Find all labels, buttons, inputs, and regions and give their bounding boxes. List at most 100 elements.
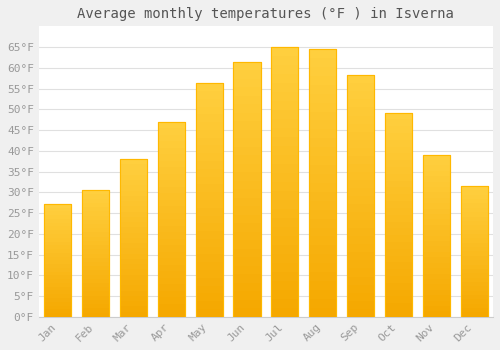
Bar	[120, 275, 147, 280]
Bar	[120, 206, 147, 212]
Bar	[309, 49, 336, 317]
Bar	[44, 298, 72, 302]
Bar	[347, 268, 374, 276]
Bar	[385, 235, 412, 242]
Bar	[158, 148, 185, 154]
Bar	[158, 258, 185, 265]
Bar	[234, 164, 260, 172]
Bar	[422, 252, 450, 257]
Bar	[120, 159, 147, 164]
Bar	[82, 283, 109, 287]
Bar	[460, 299, 488, 304]
Bar	[196, 239, 223, 247]
Bar	[120, 164, 147, 170]
Bar	[460, 186, 488, 317]
Bar	[385, 113, 412, 317]
Bar	[271, 119, 298, 128]
Bar	[44, 230, 72, 234]
Bar	[234, 283, 260, 291]
Bar	[385, 133, 412, 140]
Bar	[422, 214, 450, 219]
Bar	[385, 228, 412, 235]
Bar	[460, 199, 488, 203]
Bar	[347, 309, 374, 317]
Bar	[309, 85, 336, 94]
Bar	[347, 83, 374, 91]
Bar	[271, 299, 298, 308]
Bar	[422, 301, 450, 306]
Bar	[44, 204, 72, 317]
Bar	[120, 243, 147, 248]
Bar	[347, 75, 374, 83]
Bar	[460, 186, 488, 190]
Bar	[158, 297, 185, 304]
Bar	[158, 245, 185, 252]
Bar	[196, 247, 223, 254]
Bar	[309, 138, 336, 147]
Bar	[44, 241, 72, 245]
Bar	[196, 177, 223, 184]
Bar	[309, 103, 336, 112]
Bar	[44, 306, 72, 309]
Bar	[120, 228, 147, 233]
Bar	[347, 301, 374, 309]
Bar	[385, 262, 412, 269]
Bar	[44, 257, 72, 260]
Bar	[309, 165, 336, 174]
Bar	[196, 278, 223, 286]
Bar	[44, 204, 72, 208]
Bar	[347, 260, 374, 268]
Bar	[422, 306, 450, 312]
Bar	[82, 300, 109, 304]
Bar	[385, 201, 412, 208]
Bar	[422, 236, 450, 241]
Bar	[82, 313, 109, 317]
Bar	[120, 296, 147, 301]
Bar	[385, 113, 412, 317]
Bar	[271, 182, 298, 191]
Bar	[196, 114, 223, 122]
Bar	[44, 268, 72, 272]
Bar	[196, 184, 223, 192]
Bar	[347, 124, 374, 132]
Bar	[158, 193, 185, 200]
Bar	[82, 220, 109, 224]
Bar	[82, 228, 109, 232]
Bar	[309, 201, 336, 210]
Bar	[271, 110, 298, 119]
Bar	[196, 83, 223, 317]
Bar	[309, 156, 336, 165]
Bar	[234, 189, 260, 198]
Bar	[309, 112, 336, 120]
Bar	[158, 161, 185, 167]
Bar	[196, 192, 223, 200]
Bar	[158, 284, 185, 291]
Bar	[82, 279, 109, 283]
Bar	[460, 265, 488, 269]
Bar	[44, 287, 72, 290]
Bar	[234, 257, 260, 266]
Bar	[309, 281, 336, 290]
Bar	[422, 165, 450, 171]
Bar	[158, 213, 185, 219]
Bar	[385, 188, 412, 194]
Bar	[347, 236, 374, 244]
Bar	[422, 160, 450, 165]
Bar	[158, 187, 185, 193]
Bar	[44, 249, 72, 253]
Bar	[347, 228, 374, 236]
Bar	[385, 303, 412, 310]
Bar	[385, 256, 412, 262]
Bar	[158, 226, 185, 232]
Bar	[460, 273, 488, 278]
Bar	[422, 230, 450, 236]
Bar	[82, 203, 109, 207]
Bar	[82, 262, 109, 266]
Bar	[234, 206, 260, 215]
Bar	[158, 174, 185, 180]
Bar	[309, 67, 336, 76]
Bar	[120, 280, 147, 285]
Bar	[460, 195, 488, 199]
Bar	[120, 191, 147, 196]
Bar	[385, 194, 412, 201]
